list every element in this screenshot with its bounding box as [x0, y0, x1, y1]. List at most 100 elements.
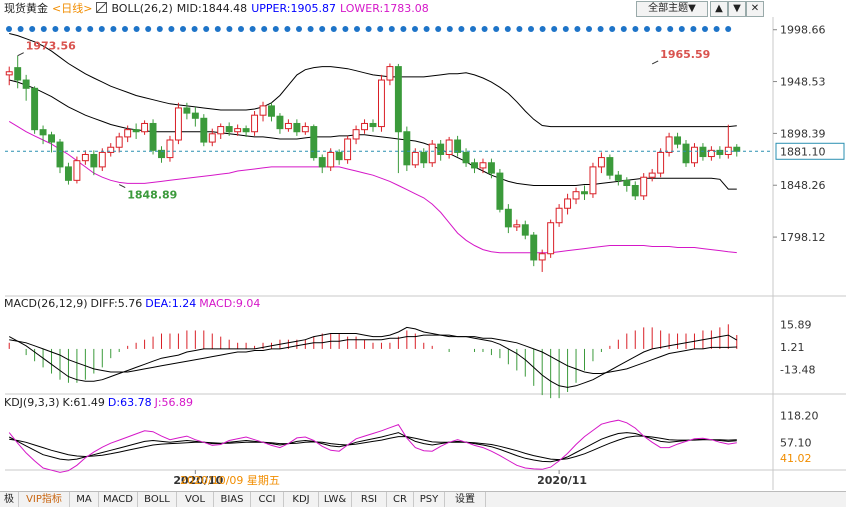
candle-body	[344, 138, 352, 161]
tab-2[interactable]: MA	[70, 492, 99, 507]
candle-body	[479, 162, 487, 169]
price-tick-label: 1998.66	[780, 24, 826, 37]
event-dot	[377, 26, 384, 32]
candle-body	[471, 162, 478, 169]
candle-body	[39, 129, 47, 136]
price-tick-label: 1848.26	[780, 179, 826, 192]
macd-diff: DIFF:5.76	[90, 297, 143, 310]
candle-body	[293, 122, 301, 133]
tab-9[interactable]: LW&	[319, 492, 352, 507]
instrument-name: 现货黄金	[4, 2, 48, 15]
kdj-panel-header: KDJ(9,3,3) K:61.49 D:63.78 J:56.89	[4, 396, 196, 410]
event-dot	[562, 26, 569, 32]
macd-tick-label: 15.89	[780, 318, 812, 331]
candle-body	[369, 122, 377, 128]
candle-body	[589, 166, 597, 195]
candle-body	[183, 107, 191, 114]
event-dot	[388, 26, 395, 32]
candle-body	[631, 185, 639, 197]
close-button[interactable]: ✕	[746, 1, 764, 17]
kdj-tick-label: 118.20	[780, 410, 819, 423]
candle-body	[132, 129, 140, 133]
kdj-k-line	[8, 432, 737, 463]
event-dot	[702, 26, 708, 32]
tab-7[interactable]: CCI	[251, 492, 284, 507]
annotation-label: 1965.59	[660, 48, 710, 61]
tab-10[interactable]: RSI	[352, 492, 387, 507]
macd-diff-line	[8, 326, 738, 388]
candle-body	[504, 208, 512, 228]
kdj-d-line	[9, 435, 737, 461]
kdj-tick-label: 41.02	[780, 452, 812, 465]
tab-4[interactable]: BOLL	[138, 492, 177, 507]
candle-body	[73, 160, 81, 181]
event-dot	[516, 26, 523, 32]
candle-body	[513, 224, 521, 228]
candle-body	[707, 149, 715, 158]
event-dot	[40, 26, 47, 32]
candle-body	[335, 151, 343, 161]
event-dot	[330, 26, 337, 32]
tab-8[interactable]: KDJ	[284, 492, 319, 507]
scroll-up-button[interactable]: ▲	[710, 1, 728, 17]
event-dot	[539, 26, 546, 32]
event-dot	[609, 26, 616, 32]
tab-3[interactable]: MACD	[99, 492, 138, 507]
candle-body	[208, 133, 216, 143]
candle-body	[691, 146, 698, 164]
macd-tick-label: -13.48	[780, 364, 815, 377]
tab-13[interactable]: 设置	[445, 492, 486, 507]
candle-body	[251, 114, 259, 133]
last-price-box	[775, 142, 845, 160]
boll-lower: LOWER:1783.08	[339, 2, 429, 15]
tab-11[interactable]: CR	[387, 492, 414, 507]
candle-body	[640, 176, 648, 197]
candle-body	[352, 129, 360, 140]
event-dot	[203, 26, 210, 32]
candle-body	[665, 136, 673, 153]
event-dot	[98, 26, 105, 32]
event-dot	[458, 26, 465, 32]
candle-body	[22, 79, 30, 89]
event-dot	[504, 26, 511, 32]
event-dot	[470, 26, 476, 32]
candle-body	[614, 174, 622, 181]
candle-body	[564, 198, 572, 209]
theme-select[interactable]: 全部主题▼	[636, 1, 708, 17]
tab-12[interactable]: PSY	[414, 492, 445, 507]
candle-body	[259, 105, 267, 116]
candle-body	[301, 126, 309, 133]
candle-body	[496, 172, 504, 210]
macd-tick-label: 1.21	[780, 341, 805, 354]
kdj-j: J:56.89	[154, 396, 194, 409]
candle-body	[437, 143, 445, 155]
event-dot	[481, 26, 488, 32]
tab-5[interactable]: VOL	[177, 492, 214, 507]
candle-body	[606, 157, 614, 176]
candle-body	[174, 107, 182, 141]
candle-body	[623, 179, 631, 187]
candle-body	[327, 151, 335, 168]
event-dot	[6, 26, 12, 32]
candle-body	[487, 162, 495, 174]
event-dot	[52, 26, 59, 32]
candle-body	[14, 67, 22, 81]
candle-body	[166, 139, 174, 159]
event-dot	[620, 26, 627, 32]
macd-panel-header: MACD(26,12,9) DIFF:5.76 DEA:1.24 MACD:9.04	[4, 297, 263, 311]
event-dot	[168, 26, 175, 32]
scroll-down-button[interactable]: ▼	[728, 1, 746, 17]
candle-body	[115, 136, 123, 148]
candle-body	[530, 234, 538, 261]
candle-body	[284, 122, 292, 130]
period-selector[interactable]: <日线>	[52, 2, 93, 15]
event-dot	[272, 26, 279, 32]
boll-mid-line	[9, 79, 737, 190]
tab-0[interactable]: 极	[0, 492, 19, 507]
candle-body	[242, 128, 250, 133]
candle-body	[234, 128, 242, 133]
candle-body	[462, 151, 470, 164]
tab-1[interactable]: VIP指标	[19, 492, 70, 507]
tab-6[interactable]: BIAS	[214, 492, 251, 507]
